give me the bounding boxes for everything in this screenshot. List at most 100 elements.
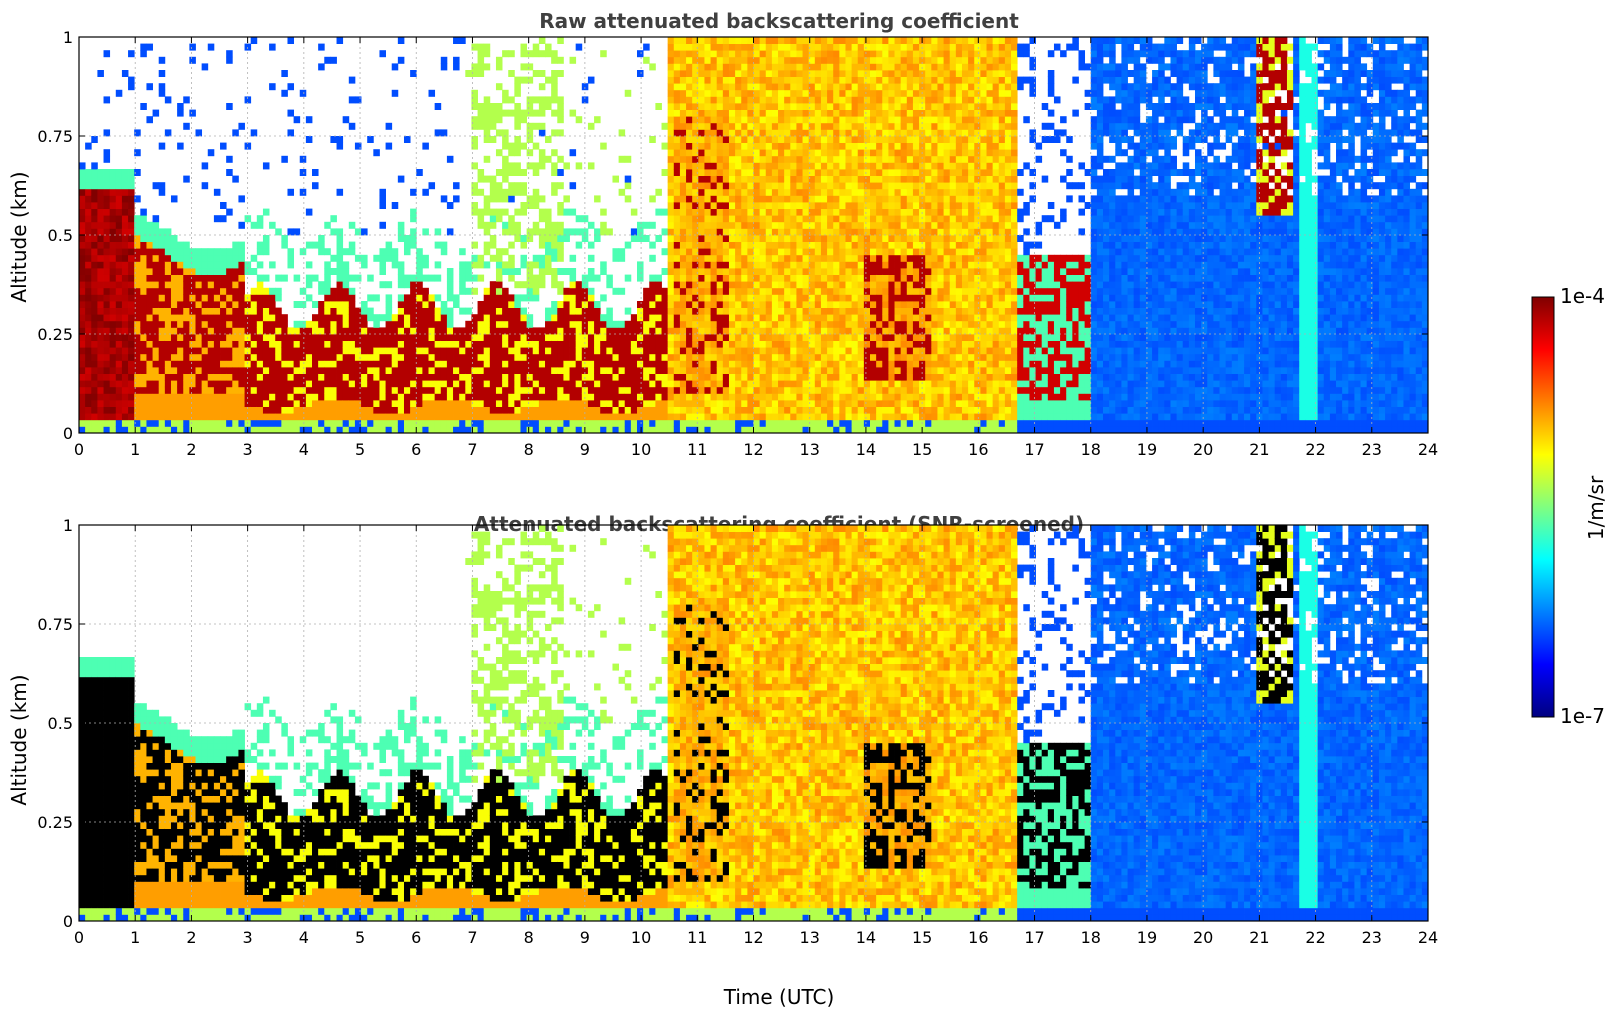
heatmap-cell	[79, 386, 86, 394]
heatmap-cell	[213, 268, 221, 275]
heatmap-cell	[710, 162, 718, 170]
heatmap-cell	[520, 413, 528, 421]
heatmap-cell	[330, 373, 337, 381]
heatmap-cell	[778, 103, 785, 110]
heatmap-cell	[796, 162, 803, 170]
heatmap-cell	[716, 208, 724, 216]
heatmap-cell	[201, 281, 209, 289]
heatmap-cell	[710, 307, 718, 315]
heatmap-cell	[379, 334, 386, 341]
heatmap-cell	[704, 202, 711, 209]
heatmap-cell	[385, 301, 393, 308]
heatmap-cell	[330, 367, 337, 374]
heatmap-cell	[778, 155, 785, 163]
heatmap-cell	[612, 393, 619, 401]
heatmap-cell	[618, 406, 626, 414]
heatmap-cell	[146, 221, 153, 229]
heatmap-cell	[183, 254, 190, 262]
heatmap-cell	[722, 393, 730, 401]
heatmap-cell	[477, 50, 485, 58]
heatmap-cell	[152, 373, 160, 381]
heatmap-cell	[704, 419, 711, 427]
heatmap-cell	[728, 386, 736, 394]
heatmap-cell	[790, 413, 797, 421]
heatmap-cell	[434, 261, 442, 269]
heatmap-cell	[477, 274, 485, 282]
heatmap-cell	[870, 188, 877, 196]
heatmap-cell	[170, 301, 178, 308]
heatmap-cell	[741, 314, 748, 322]
heatmap-cell	[820, 228, 828, 236]
heatmap-cell	[354, 413, 362, 421]
heatmap-cell	[318, 327, 325, 335]
heatmap-cell	[637, 406, 644, 414]
heatmap-cell	[686, 254, 693, 262]
heatmap-cell	[581, 96, 589, 104]
heatmap-cell	[833, 400, 840, 407]
heatmap-cell	[361, 373, 368, 381]
heatmap-cell	[551, 248, 558, 256]
heatmap-cell	[164, 248, 172, 256]
heatmap-cell	[600, 386, 607, 394]
heatmap-cell	[747, 228, 754, 236]
heatmap-cell	[618, 155, 626, 163]
heatmap-cell	[502, 360, 509, 368]
heatmap-cell	[152, 426, 160, 434]
heatmap-cell	[569, 182, 577, 190]
heatmap-cell	[808, 340, 816, 348]
heatmap-cell	[495, 268, 503, 275]
heatmap-cell	[281, 413, 288, 421]
heatmap-cell	[643, 340, 650, 348]
heatmap-cell	[581, 287, 589, 295]
heatmap-cell	[870, 426, 877, 434]
heatmap-cell	[226, 373, 233, 381]
heatmap-cell	[624, 413, 632, 421]
heatmap-cell	[140, 215, 147, 223]
heatmap-cell	[226, 155, 233, 163]
heatmap-cell	[459, 347, 466, 355]
heatmap-cell	[679, 175, 687, 183]
heatmap-cell	[134, 307, 141, 315]
heatmap-cell	[692, 340, 699, 348]
heatmap-cell	[557, 202, 564, 209]
heatmap-cell	[778, 129, 785, 137]
heatmap-cell	[275, 314, 282, 322]
heatmap-cell	[312, 169, 319, 176]
heatmap-cell	[434, 327, 442, 335]
heatmap-cell	[741, 320, 748, 328]
heatmap-cell	[851, 268, 859, 275]
heatmap-cell	[575, 360, 583, 368]
heatmap-cell	[630, 426, 638, 434]
heatmap-cell	[557, 221, 564, 229]
heatmap-cell	[146, 373, 153, 381]
heatmap-cell	[336, 406, 344, 414]
heatmap-cell	[177, 109, 184, 117]
heatmap-cell	[722, 261, 730, 269]
heatmap-cell	[778, 400, 785, 407]
heatmap-cell	[446, 373, 454, 381]
heatmap-cell	[538, 419, 546, 427]
heatmap-cell	[446, 360, 454, 368]
heatmap-cell	[784, 268, 791, 275]
heatmap-cell	[857, 254, 865, 262]
heatmap-cell	[508, 373, 515, 381]
heatmap-cell	[140, 274, 147, 282]
heatmap-cell	[354, 426, 362, 434]
heatmap-cell	[796, 221, 803, 229]
heatmap-cell	[820, 56, 828, 64]
heatmap-cell	[716, 413, 724, 421]
heatmap-cell	[753, 116, 761, 124]
heatmap-cell	[483, 116, 491, 124]
heatmap-cell	[465, 353, 472, 361]
heatmap-cell	[379, 360, 386, 368]
heatmap-cell	[765, 406, 773, 414]
heatmap-cell	[802, 56, 810, 64]
heatmap-cell	[741, 248, 748, 256]
heatmap-cell	[232, 307, 239, 315]
heatmap-cell	[183, 268, 190, 275]
heatmap-cell	[312, 353, 319, 361]
heatmap-cell	[109, 287, 117, 295]
heatmap-cell	[538, 380, 546, 388]
heatmap-cell	[716, 175, 724, 183]
heatmap-cell	[575, 314, 583, 322]
